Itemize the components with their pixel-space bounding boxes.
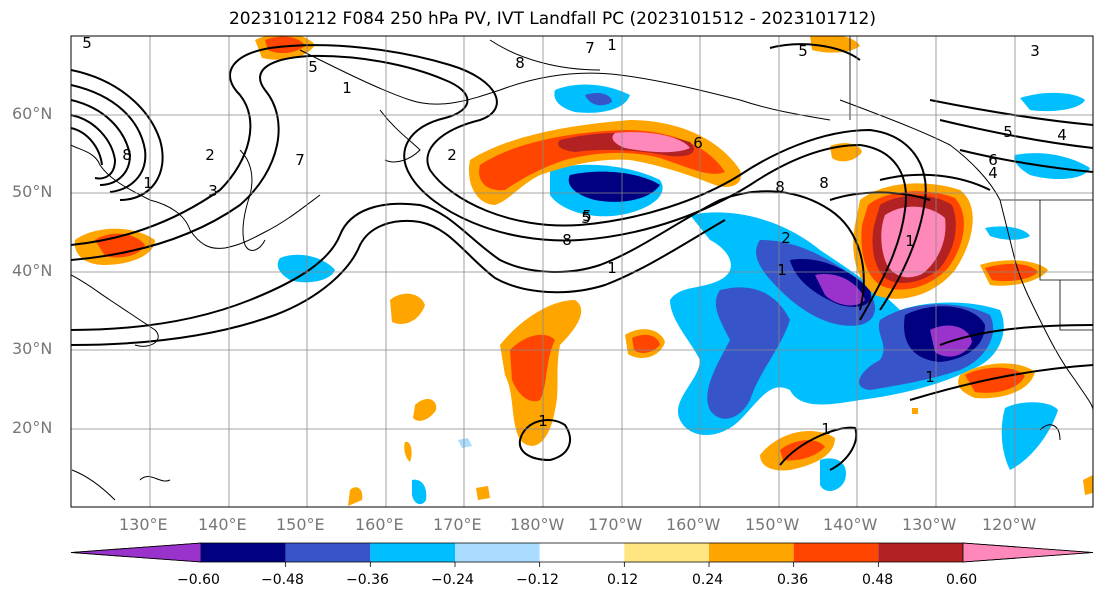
contour-label: 1 bbox=[607, 259, 617, 277]
colorbar-tick: −0.12 bbox=[516, 572, 559, 588]
colorbar-swatch bbox=[793, 543, 879, 562]
colorbar-tick: 0.24 bbox=[692, 572, 724, 588]
contour-label: 3 bbox=[1030, 42, 1040, 60]
colorbar-swatch bbox=[455, 543, 540, 562]
colorbar bbox=[70, 542, 1094, 567]
lon-label: 150°E bbox=[276, 515, 325, 534]
colorbar-swatch bbox=[539, 543, 625, 562]
map-title: 2023101212 F084 250 hPa PV, IVT Landfall… bbox=[228, 9, 876, 29]
lat-label: 30°N bbox=[12, 339, 53, 358]
contour-label: 8 bbox=[122, 146, 132, 164]
negative-shading bbox=[277, 84, 1090, 505]
contour-label: 3 bbox=[208, 182, 218, 200]
lon-label: 140°W bbox=[823, 515, 878, 534]
contour-label: 1 bbox=[777, 261, 787, 279]
colorbar-extend-min bbox=[70, 542, 202, 563]
lon-label: 150°W bbox=[745, 515, 800, 534]
pv-shading bbox=[71, 36, 1093, 506]
contour-label: 1 bbox=[925, 368, 935, 386]
pv-contours bbox=[71, 43, 1093, 471]
colorbar-tick: −0.36 bbox=[346, 572, 389, 588]
map-frame bbox=[70, 35, 1094, 508]
lat-label: 50°N bbox=[12, 182, 53, 201]
colorbar-swatch bbox=[624, 543, 709, 562]
gridlines bbox=[71, 36, 1093, 507]
colorbar-tick: 0.12 bbox=[607, 572, 639, 588]
colorbar-swatch bbox=[709, 543, 794, 562]
contour-label: 6 bbox=[693, 134, 703, 152]
contour-label: 1 bbox=[821, 420, 831, 438]
contour-label: 5 bbox=[582, 207, 592, 225]
contour-label: 2 bbox=[781, 229, 791, 247]
colorbar-tick: 0.36 bbox=[777, 572, 809, 588]
contour-label: 1 bbox=[342, 79, 352, 97]
contour-label: 4 bbox=[1057, 126, 1067, 144]
lon-label: 130°W bbox=[902, 515, 957, 534]
contour-label: 1 bbox=[905, 232, 915, 250]
colorbar-tick: 0.60 bbox=[946, 572, 978, 588]
lon-label: 170°W bbox=[588, 515, 643, 534]
contour-label: 6 bbox=[988, 151, 998, 169]
contour-label: 1 bbox=[607, 36, 617, 54]
contour-label: 8 bbox=[819, 174, 829, 192]
colorbar-tick: −0.60 bbox=[177, 572, 220, 588]
lon-label: 140°E bbox=[198, 515, 247, 534]
contour-label: 7 bbox=[585, 39, 595, 57]
lat-label: 60°N bbox=[12, 104, 53, 123]
colorbar-swatch bbox=[878, 543, 963, 562]
contour-label: 8 bbox=[562, 231, 572, 249]
colorbar-swatch bbox=[201, 543, 286, 562]
contour-label: 7 bbox=[295, 151, 305, 169]
coastlines bbox=[71, 49, 1093, 501]
colorbar-swatch bbox=[370, 543, 455, 562]
contour-label: 2 bbox=[447, 146, 457, 164]
contour-label: 5 bbox=[581, 209, 591, 227]
contour-label: 5 bbox=[308, 58, 318, 76]
pv-contours-thin bbox=[489, 39, 1061, 441]
lon-label: 160°E bbox=[355, 515, 404, 534]
lon-label: 170°E bbox=[433, 515, 482, 534]
colorbar-tick: −0.48 bbox=[261, 572, 304, 588]
lon-label: 180°W bbox=[510, 515, 565, 534]
contour-labels: 5 8 1 2 3 5 7 8 2 1 5 8 1 6 8 8 7 5 2 1 … bbox=[82, 34, 1067, 438]
lon-label: 160°W bbox=[666, 515, 721, 534]
contour-label: 1 bbox=[538, 412, 548, 430]
contour-label: 1 bbox=[143, 174, 153, 192]
contour-label: 8 bbox=[515, 54, 525, 72]
lat-label: 20°N bbox=[12, 418, 53, 437]
colorbar-tick: 0.48 bbox=[862, 572, 894, 588]
contour-label: 8 bbox=[775, 178, 785, 196]
lat-label: 40°N bbox=[12, 261, 53, 280]
contour-label: 4 bbox=[988, 164, 998, 182]
lon-label: 120°W bbox=[982, 515, 1037, 534]
contour-label: 5 bbox=[798, 42, 808, 60]
contour-label: 5 bbox=[82, 34, 92, 52]
colorbar-tick: −0.24 bbox=[431, 572, 474, 588]
contour-label: 5 bbox=[1003, 123, 1013, 141]
colorbar-outline bbox=[70, 542, 1094, 563]
positive-shading bbox=[74, 36, 1093, 506]
contour-label: 2 bbox=[205, 146, 215, 164]
borders bbox=[849, 36, 1093, 331]
colorbar-extend-max bbox=[962, 542, 1094, 563]
colorbar-swatch bbox=[285, 543, 371, 562]
lon-label: 130°E bbox=[119, 515, 168, 534]
